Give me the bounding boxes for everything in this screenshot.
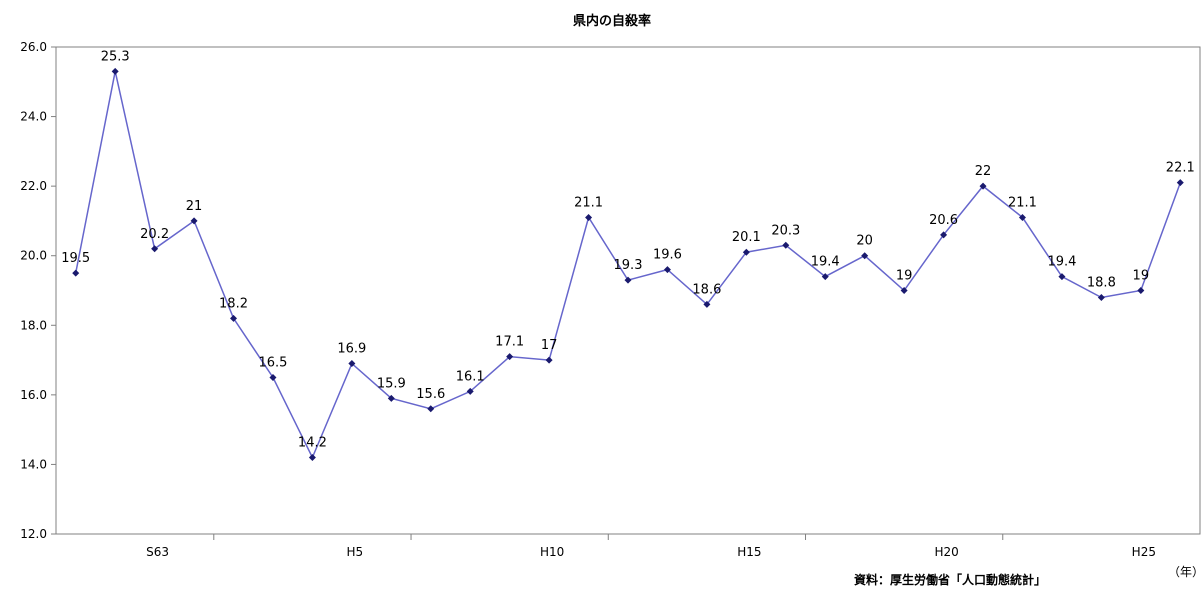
chart-title: 県内の自殺率 xyxy=(573,13,651,29)
data-point xyxy=(1137,287,1145,294)
data-label: 18.6 xyxy=(692,282,721,297)
data-point xyxy=(269,373,277,381)
data-point xyxy=(506,353,514,361)
series-line: 19.5 25.3 20.2 21 18.2 16.5 14.2 16.9 15.9 15.6 16… xyxy=(61,49,1195,461)
x-tick-label: H20 xyxy=(934,545,958,559)
data-label: 22 xyxy=(975,164,992,179)
data-point xyxy=(940,231,948,239)
axes xyxy=(55,46,1201,535)
x-tick-label: H25 xyxy=(1132,545,1156,559)
plot-area-frame xyxy=(55,46,1201,535)
data-point xyxy=(427,405,435,413)
data-label: 21.1 xyxy=(574,195,603,210)
data-point xyxy=(703,300,711,308)
data-label: 18.8 xyxy=(1087,275,1116,290)
data-label: 20.2 xyxy=(140,227,169,242)
data-point xyxy=(782,241,790,249)
data-label: 19.5 xyxy=(61,251,90,266)
x-axis-ticks: S63 H5 H10 H15 H20 H25 xyxy=(146,534,1156,559)
data-label: 17 xyxy=(541,338,558,353)
data-label: 19.6 xyxy=(653,248,682,263)
y-tick-label: 22.0 xyxy=(20,179,47,193)
y-tick-label: 18.0 xyxy=(20,318,47,332)
data-point xyxy=(387,394,395,402)
data-label: 20.6 xyxy=(929,213,958,228)
y-tick-label: 12.0 xyxy=(20,527,47,541)
data-label: 15.6 xyxy=(416,387,445,402)
data-point xyxy=(979,182,987,190)
y-axis-ticks: 12.0 14.0 16.0 18.0 20.0 22.0 24.0 26.0 xyxy=(20,40,56,541)
data-label: 16.5 xyxy=(258,355,287,370)
x-axis-unit-label: （年） xyxy=(1168,565,1204,579)
data-point xyxy=(190,217,198,225)
data-point xyxy=(1018,213,1026,221)
data-point xyxy=(861,252,869,260)
data-label: 25.3 xyxy=(101,49,130,64)
data-label: 20.1 xyxy=(732,230,761,245)
data-label: 17.1 xyxy=(495,335,524,350)
data-label: 16.1 xyxy=(456,369,485,384)
data-label: 19 xyxy=(1133,269,1150,284)
data-label: 20.3 xyxy=(771,223,800,238)
data-label: 18.2 xyxy=(219,296,248,311)
y-tick-label: 14.0 xyxy=(20,457,47,471)
data-label: 20 xyxy=(856,234,873,249)
x-tick-label: H15 xyxy=(737,545,761,559)
y-tick-label: 20.0 xyxy=(20,249,47,263)
x-tick-label: H10 xyxy=(540,545,564,559)
data-point xyxy=(308,453,316,461)
data-point xyxy=(230,314,238,322)
data-label: 19.4 xyxy=(811,255,840,270)
data-point xyxy=(742,248,750,256)
data-point xyxy=(111,67,119,75)
data-point xyxy=(348,360,356,368)
data-point xyxy=(72,269,80,277)
data-point xyxy=(821,273,829,281)
x-tick-label: H5 xyxy=(347,545,364,559)
data-point xyxy=(663,266,671,274)
data-point xyxy=(1058,273,1066,281)
y-tick-label: 26.0 xyxy=(20,40,47,54)
y-tick-label: 16.0 xyxy=(20,388,47,402)
data-point xyxy=(545,356,553,364)
data-label: 21.1 xyxy=(1008,195,1037,210)
data-label: 15.9 xyxy=(377,376,406,391)
data-point xyxy=(466,387,474,395)
data-label: 22.1 xyxy=(1166,161,1195,176)
data-label: 16.9 xyxy=(337,342,366,357)
data-label: 21 xyxy=(186,199,203,214)
source-note: 資料：厚生労働省「人口動態統計」 xyxy=(854,572,1046,587)
data-point xyxy=(1176,179,1184,187)
data-label: 14.2 xyxy=(298,435,327,450)
x-tick-label: S63 xyxy=(146,545,169,559)
data-point xyxy=(1097,293,1105,301)
data-label: 19.3 xyxy=(614,258,643,273)
data-label: 19 xyxy=(896,269,913,284)
data-point xyxy=(624,276,632,284)
data-label: 19.4 xyxy=(1047,255,1076,270)
data-point xyxy=(151,245,159,253)
data-point xyxy=(900,287,908,294)
data-point xyxy=(585,213,593,221)
y-tick-label: 24.0 xyxy=(20,110,47,124)
